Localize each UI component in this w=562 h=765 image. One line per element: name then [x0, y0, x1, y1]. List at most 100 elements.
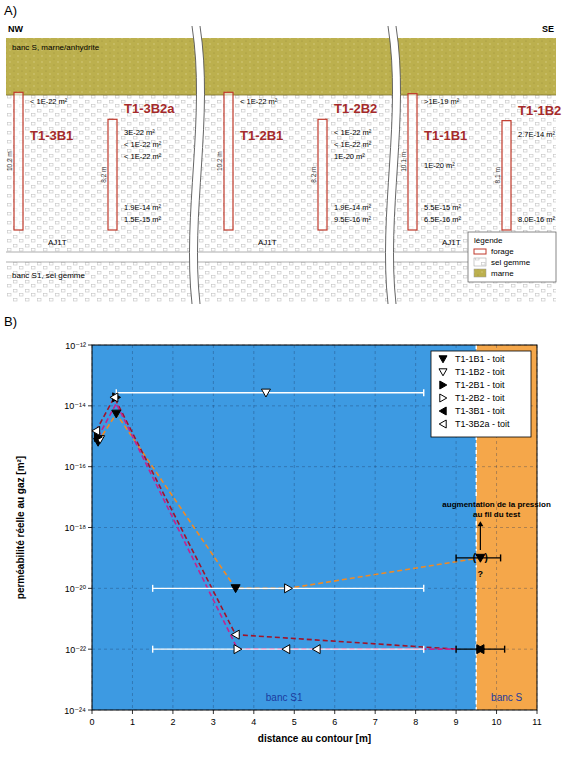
borehole: [14, 92, 23, 230]
tick-label: 5: [292, 717, 297, 727]
tick-label: 4: [251, 717, 256, 727]
unit-label: AJ1T: [258, 238, 277, 247]
grid: [92, 345, 537, 710]
panel-b: B)banc S1banc S0123456789101110⁻²⁴10⁻²²1…: [4, 314, 551, 744]
legend-box: [468, 232, 556, 282]
section-break: [385, 26, 392, 304]
tick-label: 6: [332, 717, 337, 727]
section-break: [389, 26, 396, 304]
tick: [132, 710, 133, 714]
legend-label: T1-2B2 - toit: [455, 393, 505, 403]
borehole: [318, 119, 327, 230]
legend-swatch: [474, 249, 486, 254]
legend-label: marne: [491, 269, 514, 278]
tick-label: 2: [170, 717, 175, 727]
borehole: [108, 119, 117, 230]
borehole-length: 10.1 m: [400, 152, 407, 172]
tick-label: 7: [373, 717, 378, 727]
permeability: 1E-20 m²: [424, 161, 455, 170]
tick: [253, 710, 254, 714]
borehole-name: T1-3B2a: [124, 101, 175, 116]
zones: [92, 345, 537, 710]
tick-label: 10: [492, 717, 502, 727]
data-point: [261, 389, 270, 397]
tick: [294, 710, 295, 714]
data-point: [92, 426, 100, 435]
permeability: 9.5E-16 m²: [334, 215, 372, 224]
zone-boundary: [476, 521, 477, 550]
annotations: augmentation de la pressionau fil du tes…: [442, 500, 551, 579]
tick-label: 10⁻¹²: [65, 341, 86, 351]
tick-label: 10⁻¹⁸: [64, 523, 86, 533]
panel-a: A)NWSEbanc S, marne/anhydritebanc S1, se…: [4, 3, 561, 304]
tick: [537, 710, 538, 714]
legend-marker: [439, 407, 446, 415]
tick: [496, 710, 497, 714]
data-point: [110, 393, 118, 402]
borehole-name: T1-2B1: [240, 128, 283, 143]
permeability: < 1E-22 m²: [240, 97, 278, 106]
plot-frame: [92, 345, 537, 710]
direction: NW: [8, 24, 23, 34]
permeability: 2.7E-14 m²: [518, 130, 556, 139]
tick: [375, 710, 376, 714]
layer-boundary: [6, 95, 556, 96]
legend-label: T1-1B2 - toit: [455, 367, 505, 377]
tick-label: 11: [532, 717, 541, 727]
data-point: [112, 410, 121, 418]
legend-label: T1-3B1 - toit: [455, 406, 505, 416]
zone-boundary: [476, 565, 477, 567]
legend: T1-1B1 - toitT1-1B2 - toitT1-2B1 - toitT…: [431, 351, 531, 437]
data-point: [282, 645, 290, 654]
data-point: [312, 645, 320, 654]
legend-marker: [439, 420, 446, 428]
section-break: [197, 26, 204, 304]
error-bar-cap: [152, 646, 153, 653]
profile-line: [98, 403, 456, 649]
tick: [415, 710, 416, 714]
permeability: 5.5E-15 m²: [424, 203, 462, 212]
tick: [88, 710, 92, 711]
grid-line: [92, 466, 537, 467]
legend-title: légende: [474, 236, 503, 245]
salt-layer: [6, 95, 556, 252]
borehole-length: 8.2 m: [100, 167, 107, 183]
grid-line: [92, 588, 537, 589]
arrow: [480, 525, 481, 550]
tick-label: 10⁻²²: [65, 645, 86, 655]
tick: [88, 466, 92, 467]
tick: [456, 710, 457, 714]
axis-title: perméabilité réelle au gaz [m²]: [15, 456, 26, 599]
legend-marker: [439, 369, 447, 376]
annotation: ?: [478, 569, 484, 579]
arrow-head: [477, 521, 483, 526]
tick-label: 9: [454, 717, 459, 727]
zone-label: banc S1: [266, 692, 303, 703]
panel-label: B): [4, 314, 17, 329]
borehole-name: T1-3B1: [30, 128, 73, 143]
tick-label: 10⁻¹⁶: [65, 462, 87, 472]
figure: A)NWSEbanc S, marne/anhydritebanc S1, se…: [0, 0, 562, 765]
data-point: [476, 645, 484, 654]
tick-label: 10⁻²⁰: [65, 584, 87, 594]
section-break: [189, 26, 196, 304]
profile-line: [96, 397, 456, 649]
annotation: augmentation de la pressionau fil du tes…: [442, 500, 551, 519]
borehole-length: 8.2 m: [310, 167, 317, 183]
permeability: < 1E-22 m²: [334, 128, 372, 137]
tick-label: 1: [130, 717, 135, 727]
annotation-line: au fil du test: [473, 510, 520, 519]
permeability: 8.0E-16 m²: [518, 215, 556, 224]
legend-marker: [439, 356, 447, 363]
borehole-length: 10.2 m: [216, 151, 223, 171]
tick-label: 8: [413, 717, 418, 727]
error-bar: [116, 389, 423, 396]
permeability: 1.5E-15 m²: [124, 215, 162, 224]
legend-swatch: [474, 258, 486, 266]
tick: [88, 405, 92, 406]
error-bar-cap: [152, 585, 153, 592]
permeability: 1E-20 m²: [334, 152, 365, 161]
tick: [334, 710, 335, 714]
error-bar-cap: [455, 646, 456, 653]
tick: [213, 710, 214, 714]
